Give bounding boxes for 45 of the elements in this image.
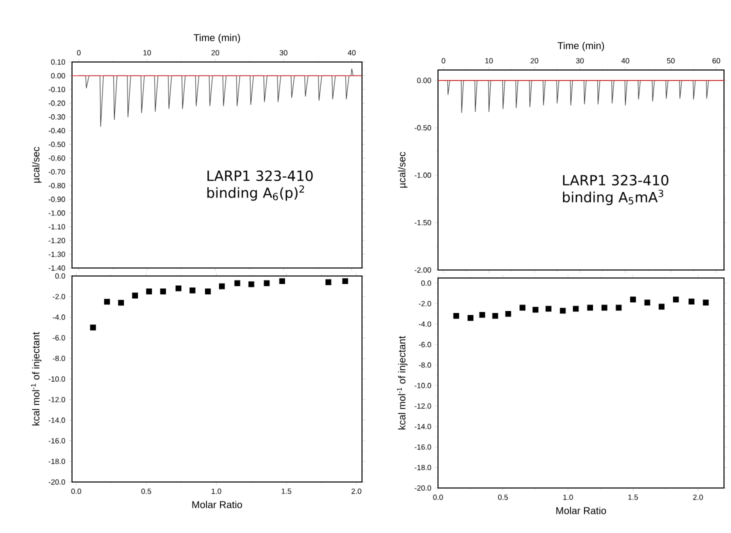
point: [572, 306, 579, 312]
point: [453, 313, 460, 319]
point: [279, 278, 286, 284]
point: [190, 288, 196, 294]
point: [587, 304, 594, 311]
point: [505, 310, 512, 317]
point: [325, 279, 332, 286]
point: [492, 313, 498, 319]
point: [176, 285, 182, 292]
point: [673, 296, 679, 302]
point: [602, 304, 608, 311]
point: [630, 296, 636, 302]
x-axis-title: Molar Ratio: [192, 500, 242, 508]
point: [248, 281, 254, 288]
point: [90, 324, 96, 330]
annotation: LARP1 323-410 binding A$_{5}$mA$^{3}$: [563, 174, 668, 206]
y-axis-title: µcal/sec: [398, 152, 408, 188]
y-axis-title: kcal mol$^{-1}$ of injectant: [396, 336, 408, 430]
point: [479, 312, 486, 318]
annotation: LARP1 323-410 binding A$_{6}$(p)$^{2}$: [207, 170, 313, 201]
point: [616, 304, 622, 311]
point: [160, 288, 166, 294]
y-axis-title: kcal mol$^{-1}$ of injectant: [30, 332, 42, 426]
point: [532, 306, 538, 313]
point: [132, 292, 138, 298]
point: [118, 300, 124, 306]
point: [234, 280, 240, 286]
point: [546, 306, 552, 312]
point: [468, 315, 474, 321]
point: [104, 298, 110, 305]
x-axis-title: Time (min): [194, 34, 240, 44]
point: [560, 308, 566, 314]
x-axis-title: Time (min): [558, 42, 604, 52]
x-axis-title: Molar Ratio: [556, 506, 606, 514]
point: [264, 280, 270, 286]
point: [219, 283, 225, 290]
point: [146, 288, 152, 294]
point: [658, 304, 665, 310]
point: [702, 300, 709, 306]
point: [688, 298, 694, 304]
point: [520, 304, 526, 311]
point: [204, 288, 211, 294]
point: [644, 300, 650, 306]
point: [342, 278, 348, 284]
y-axis-title: µcal/sec: [32, 146, 42, 183]
